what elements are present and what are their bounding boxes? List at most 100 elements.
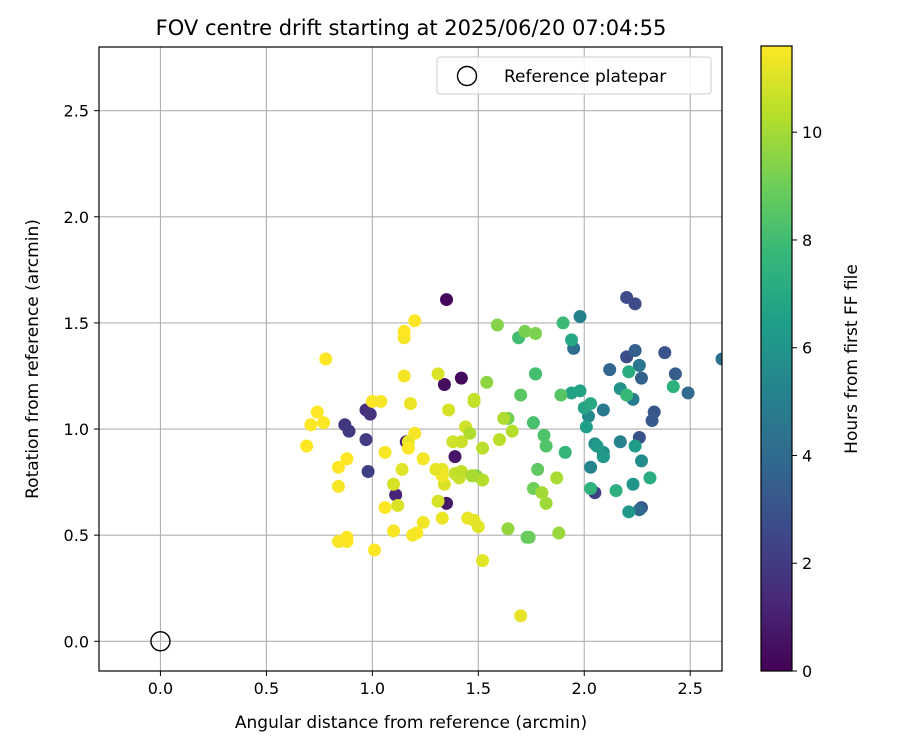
- scatter-point: [537, 428, 551, 442]
- scatter-point: [387, 524, 401, 538]
- scatter-point: [518, 324, 532, 338]
- y-axis-label: Rotation from reference (arcmin): [23, 219, 43, 499]
- scatter-point: [573, 384, 587, 398]
- scatter-point: [454, 464, 468, 478]
- scatter-point: [622, 365, 636, 379]
- scatter-point: [590, 439, 604, 453]
- scatter-point: [529, 327, 543, 341]
- legend-box: [436, 56, 712, 95]
- scatter-point: [584, 481, 598, 495]
- scatter-point: [342, 424, 356, 438]
- scatter-point: [367, 543, 381, 557]
- scatter-point: [431, 494, 445, 508]
- x-tick-label: 1.5: [466, 679, 491, 698]
- scatter-point: [467, 392, 481, 406]
- scatter-point: [416, 515, 430, 529]
- scatter-point: [378, 501, 392, 515]
- scatter-point: [387, 477, 401, 491]
- scatter-point: [490, 318, 504, 332]
- scatter-point: [363, 407, 377, 421]
- scatter-point: [408, 426, 422, 440]
- scatter-point: [552, 526, 566, 540]
- scatter-point: [406, 528, 420, 542]
- scatter-point: [331, 460, 345, 474]
- scatter-point: [378, 445, 392, 459]
- scatter-point: [531, 462, 545, 476]
- scatter-point: [401, 441, 415, 455]
- y-tick-label: 2.5: [64, 102, 89, 121]
- scatter-point: [554, 388, 568, 402]
- scatter-point: [539, 439, 553, 453]
- scatter-point: [465, 469, 479, 483]
- scatter-point: [317, 416, 331, 430]
- scatter-point: [340, 452, 354, 466]
- scatter-point: [643, 471, 657, 485]
- scatter-point: [634, 371, 648, 385]
- scatter-point: [558, 445, 572, 459]
- x-tick-label: 1.0: [360, 679, 385, 698]
- scatter-point: [476, 554, 490, 568]
- scatter-point: [628, 344, 642, 358]
- x-tick-label: 2.5: [677, 679, 702, 698]
- scatter-point: [628, 439, 642, 453]
- scatter-point: [310, 405, 324, 419]
- scatter-point: [404, 397, 417, 411]
- x-axis-label: Angular distance from reference (arcmin): [235, 713, 587, 733]
- scatter-point: [304, 418, 318, 432]
- colorbar-tick-label: 10: [802, 123, 822, 142]
- scatter-point: [620, 388, 634, 402]
- scatter-point: [556, 316, 570, 330]
- scatter-point: [480, 375, 494, 389]
- scatter-point: [632, 503, 646, 517]
- scatter-point: [454, 435, 468, 449]
- scatter-point: [522, 530, 536, 544]
- scatter-point: [476, 473, 490, 487]
- scatter-point: [681, 386, 695, 400]
- scatter-point: [579, 420, 593, 434]
- scatter-point: [340, 530, 354, 544]
- scatter-point: [645, 414, 659, 428]
- scatter-point: [501, 522, 515, 536]
- scatter-point: [666, 380, 680, 394]
- x-tick-label: 2.0: [572, 679, 597, 698]
- scatter-point: [435, 511, 449, 525]
- scatter-point: [626, 477, 640, 491]
- scatter-point: [514, 609, 528, 623]
- scatter-point: [634, 454, 648, 468]
- y-tick-label: 0.5: [64, 526, 89, 545]
- scatter-point: [584, 460, 598, 474]
- scatter-point: [448, 450, 462, 464]
- scatter-point: [391, 498, 405, 512]
- legend: Reference platepar: [436, 56, 712, 95]
- legend-marker-circle-icon: [456, 65, 478, 87]
- scatter-point: [331, 479, 345, 493]
- scatter-point: [359, 433, 373, 447]
- scatter-point: [319, 352, 333, 366]
- y-tick-label: 2.0: [64, 208, 89, 227]
- scatter-point: [603, 363, 617, 377]
- scatter-point: [463, 426, 477, 440]
- y-axis: 0.0 0.5 1.0 1.5 2.0 2.5: [64, 102, 99, 651]
- scatter-point: [622, 505, 636, 519]
- scatter-point: [505, 424, 519, 438]
- colorbar-tick-label: 6: [802, 339, 812, 358]
- colorbar-label: Hours from first FF file: [842, 264, 862, 454]
- y-tick-label: 1.5: [64, 314, 89, 333]
- scatter-point: [565, 333, 579, 347]
- y-tick-label: 1.0: [64, 420, 89, 439]
- chart-title: FOV centre drift starting at 2025/06/20 …: [156, 16, 667, 40]
- scatter-point: [442, 403, 456, 417]
- scatter-point: [454, 371, 468, 385]
- plot-frame: [98, 46, 723, 672]
- colorbar-tick-label: 4: [802, 446, 812, 465]
- scatter-point: [658, 346, 672, 360]
- scatter-point: [300, 439, 314, 453]
- scatter-point: [535, 486, 549, 500]
- scatter-point: [668, 367, 682, 381]
- scatter-point: [361, 464, 375, 478]
- scatter-point: [476, 441, 490, 455]
- x-axis: 0.0 0.5 1.0 1.5 2.0 2.5: [148, 671, 703, 698]
- scatter-point: [596, 403, 610, 417]
- scatter-point: [416, 452, 430, 466]
